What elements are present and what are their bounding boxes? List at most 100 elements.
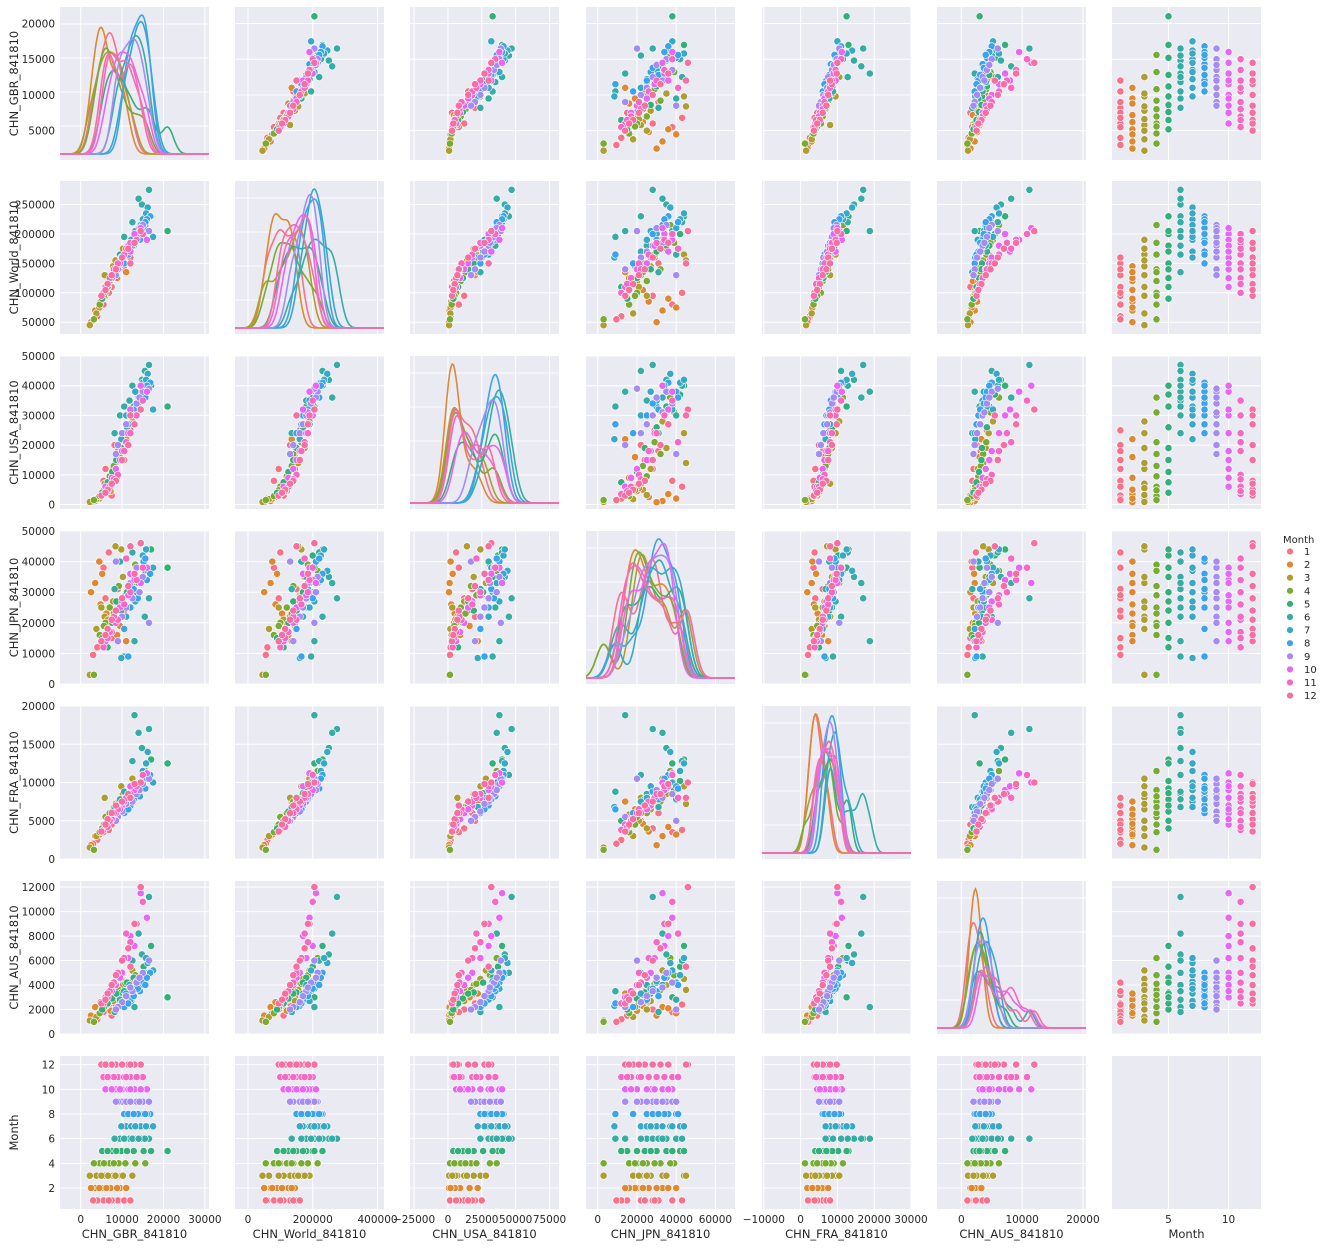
scatter-point bbox=[648, 230, 657, 238]
scatter-point bbox=[1188, 92, 1197, 101]
scatter-point bbox=[101, 594, 110, 603]
scatter-point bbox=[980, 238, 989, 247]
scatter-point bbox=[1176, 711, 1185, 720]
scatter-point bbox=[1116, 591, 1125, 600]
scatter-point bbox=[680, 92, 688, 101]
scatter-point bbox=[1236, 116, 1245, 124]
scatter-point bbox=[333, 360, 341, 369]
scatter-point bbox=[129, 1147, 138, 1155]
scatter-point bbox=[674, 784, 682, 793]
scatter-point bbox=[1224, 247, 1233, 256]
panel-chn-fra-841810-vs-chn-world-841810 bbox=[235, 705, 384, 860]
scatter-point bbox=[865, 637, 874, 646]
scatter-point bbox=[668, 55, 677, 64]
scatter-point bbox=[1188, 37, 1197, 46]
scatter-point bbox=[312, 973, 320, 982]
scatter-point bbox=[95, 1184, 104, 1192]
panel-chn-world-841810-vs-chn-aus-841810 bbox=[937, 181, 1086, 334]
scatter-point bbox=[1200, 63, 1209, 72]
scatter-point bbox=[467, 101, 475, 110]
scatter-point bbox=[1236, 235, 1245, 244]
scatter-point bbox=[480, 603, 489, 612]
scatter-point bbox=[1000, 582, 1008, 590]
scatter-point bbox=[1128, 841, 1137, 850]
scatter-point bbox=[1140, 321, 1149, 330]
scatter-point bbox=[141, 1159, 150, 1168]
scatter-point bbox=[1164, 478, 1173, 487]
scatter-point bbox=[1128, 130, 1137, 139]
scatter-point bbox=[839, 551, 847, 560]
scatter-point bbox=[807, 309, 816, 318]
scatter-point bbox=[652, 144, 661, 153]
scatter-point bbox=[1140, 102, 1149, 111]
panel-chn-usa-841810-vs-month bbox=[1112, 355, 1261, 509]
scatter-point bbox=[995, 429, 1003, 438]
scatter-point bbox=[1015, 48, 1023, 56]
scatter-point bbox=[1176, 603, 1185, 612]
scatter-point bbox=[1176, 612, 1185, 621]
scatter-point bbox=[268, 557, 277, 566]
scatter-point bbox=[815, 557, 823, 566]
scatter-point bbox=[963, 496, 972, 504]
scatter-point bbox=[995, 375, 1003, 384]
scatter-point bbox=[1176, 51, 1185, 60]
y-axis-label: CHN_USA_841810 bbox=[7, 380, 21, 484]
panel-chn-world-841810-vs-chn-world-841810 bbox=[235, 181, 384, 334]
scatter-point bbox=[1152, 609, 1161, 618]
scatter-point bbox=[286, 809, 294, 817]
scatter-point bbox=[1152, 954, 1161, 962]
scatter-point bbox=[274, 603, 283, 612]
scatter-point bbox=[1128, 435, 1137, 444]
panel-chn-aus-841810-vs-month bbox=[1112, 881, 1261, 1035]
scatter-point bbox=[260, 588, 269, 597]
scatter-point bbox=[1007, 194, 1016, 203]
scatter-point bbox=[1140, 843, 1149, 852]
scatter-point bbox=[1176, 594, 1185, 603]
scatter-point bbox=[995, 447, 1003, 455]
y-tick-label: 10000 bbox=[22, 90, 55, 102]
scatter-point bbox=[817, 441, 825, 449]
scatter-point bbox=[495, 48, 504, 56]
scatter-point bbox=[979, 542, 988, 551]
scatter-point bbox=[802, 146, 810, 155]
scatter-point bbox=[464, 594, 473, 603]
scatter-point bbox=[1164, 282, 1173, 291]
scatter-point bbox=[307, 652, 315, 661]
scatter-point bbox=[113, 1184, 121, 1192]
scatter-point bbox=[471, 582, 479, 590]
scatter-point bbox=[648, 725, 657, 733]
scatter-point bbox=[1116, 141, 1125, 149]
scatter-point bbox=[289, 801, 298, 810]
scatter-point bbox=[986, 101, 995, 110]
scatter-point bbox=[145, 956, 153, 965]
scatter-point bbox=[1164, 942, 1173, 950]
scatter-point bbox=[664, 76, 673, 85]
scatter-point bbox=[145, 185, 153, 194]
scatter-point bbox=[107, 981, 116, 989]
scatter-point bbox=[122, 1184, 131, 1192]
scatter-point bbox=[87, 588, 95, 597]
y-tick-label: 8000 bbox=[28, 931, 55, 943]
scatter-point bbox=[1176, 232, 1185, 241]
scatter-point bbox=[1030, 778, 1039, 787]
y-tick-label: 10000 bbox=[22, 470, 55, 482]
scatter-point bbox=[635, 981, 643, 989]
scatter-point bbox=[843, 73, 852, 81]
scatter-point bbox=[1164, 643, 1173, 652]
scatter-point bbox=[446, 557, 455, 566]
scatter-point bbox=[300, 944, 309, 953]
scatter-point bbox=[163, 563, 172, 572]
scatter-point bbox=[837, 387, 846, 396]
scatter-point bbox=[111, 1171, 120, 1180]
scatter-point bbox=[1164, 247, 1173, 256]
scatter-point bbox=[122, 268, 131, 277]
scatter-point bbox=[968, 585, 977, 593]
scatter-point bbox=[149, 405, 157, 414]
scatter-point bbox=[664, 932, 673, 940]
scatter-point bbox=[1116, 978, 1125, 987]
scatter-point bbox=[993, 456, 1002, 464]
scatter-point bbox=[672, 1005, 681, 1014]
scatter-point bbox=[467, 271, 475, 280]
scatter-point bbox=[981, 271, 990, 280]
scatter-point bbox=[1224, 48, 1233, 56]
